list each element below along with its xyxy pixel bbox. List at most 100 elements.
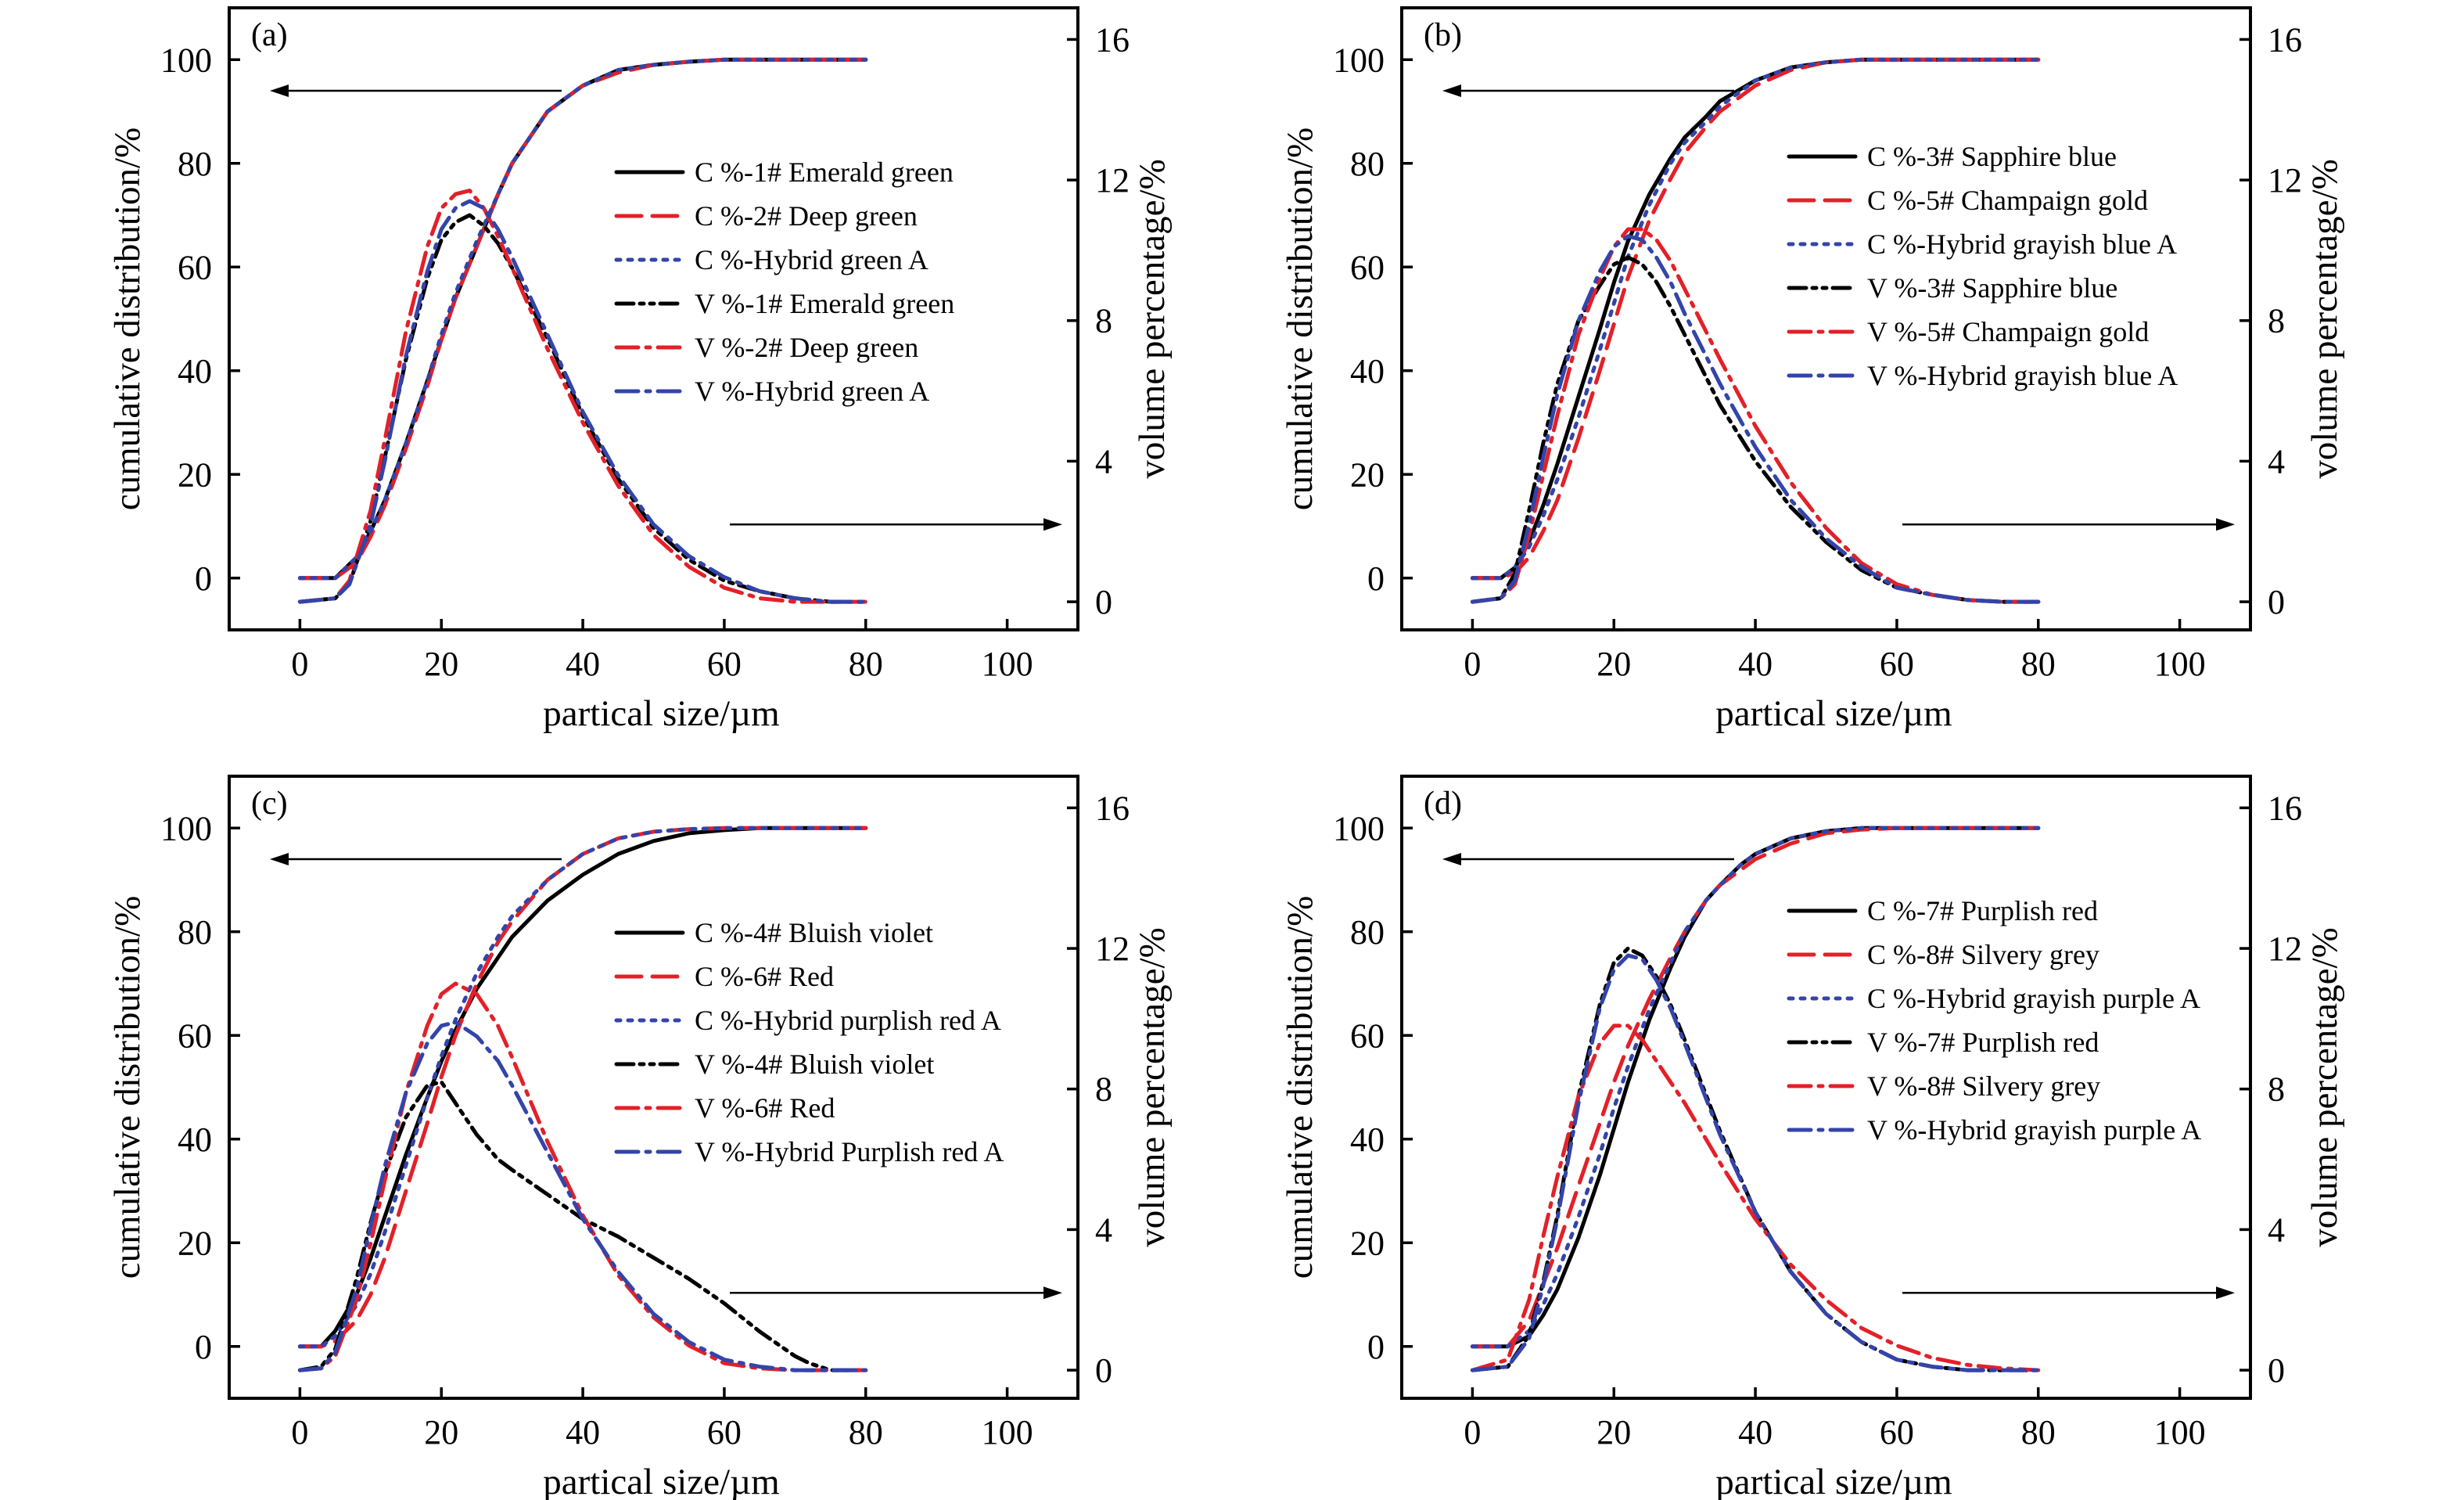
- series-line-3: [1470, 826, 2041, 1349]
- y-right-tick-label: 16: [1095, 789, 1130, 827]
- series-line-6: [1470, 234, 2041, 604]
- y-left-tick-label: 80: [178, 145, 212, 183]
- x-axis-title: partical size/µm: [1715, 693, 1952, 734]
- legend-label: C %-3# Sapphire blue: [1867, 141, 2117, 172]
- series-line-5: [1470, 227, 2041, 604]
- series-line-6: [1470, 953, 2041, 1372]
- legend-label: V %-2# Deep green: [695, 332, 918, 363]
- panel-label: (c): [251, 786, 288, 822]
- y-left-tick-label: 100: [1333, 41, 1385, 79]
- y-right-tick-label: 0: [2268, 583, 2285, 621]
- legend-label: C %-2# Deep green: [695, 200, 918, 232]
- x-tick-label: 40: [566, 645, 600, 683]
- y-right-tick-label: 16: [1095, 20, 1130, 59]
- x-tick-label: 80: [849, 645, 883, 683]
- x-tick-label: 100: [2154, 645, 2206, 683]
- legend-label: V %-Hybrid Purplish red A: [695, 1136, 1004, 1167]
- y-right-tick-label: 0: [2268, 1351, 2285, 1390]
- panel-label: (a): [251, 17, 288, 53]
- legend-label: C %-Hybrid purplish red A: [695, 1005, 1001, 1036]
- y-right-tick-label: 0: [1095, 1351, 1112, 1390]
- y-left-tick-label: 60: [1350, 1016, 1385, 1055]
- legend-label: V %-Hybrid grayish blue A: [1867, 360, 2178, 391]
- y-right-tick-label: 12: [1095, 930, 1130, 968]
- plot-frame: [1400, 775, 2252, 1400]
- y-left-tick-label: 40: [1350, 1121, 1385, 1159]
- x-tick-label: 100: [2154, 1413, 2206, 1451]
- series-line-3: [297, 57, 868, 581]
- legend-label: V %-7# Purplish red: [1867, 1027, 2099, 1058]
- series-line-4: [1470, 946, 2041, 1372]
- series-line-6: [297, 1020, 868, 1372]
- y-left-tick-label: 20: [1350, 455, 1385, 494]
- series-line-2: [1470, 826, 2041, 1349]
- legend-label: V %-Hybrid grayish purple A: [1867, 1114, 2201, 1146]
- legend-label: C %-1# Emerald green: [695, 156, 954, 188]
- right-arrow-head: [2216, 518, 2235, 531]
- legend-label: C %-8# Silvery grey: [1867, 939, 2099, 970]
- x-tick-label: 20: [424, 645, 458, 683]
- left-arrow-head: [1442, 85, 1461, 97]
- y-left-tick-label: 80: [1350, 145, 1385, 183]
- x-tick-label: 0: [1464, 645, 1481, 683]
- right-arrow-head: [2216, 1286, 2235, 1300]
- y-right-tick-label: 8: [1095, 1070, 1112, 1109]
- y-left-tick-label: 60: [1350, 248, 1385, 286]
- chart-panel-2: 0 20 40 60 80 100 0 20 40 60 80 100 0 4 8 12 16 partical …: [1280, 6, 2345, 734]
- y-right-tick-label: 4: [2268, 1210, 2285, 1249]
- panel-label: (d): [1424, 786, 1462, 822]
- x-tick-label: 20: [424, 1413, 458, 1451]
- y-left-tick-label: 20: [178, 455, 212, 494]
- x-tick-label: 0: [291, 645, 308, 683]
- legend-label: C %-6# Red: [695, 961, 834, 992]
- plot-frame: [228, 775, 1079, 1400]
- series-line-2: [297, 826, 868, 1349]
- left-arrow-head: [1442, 853, 1461, 865]
- right-arrow-head: [1043, 1286, 1062, 1300]
- y-right-tick-label: 0: [1095, 583, 1112, 621]
- x-tick-label: 100: [982, 645, 1033, 683]
- y-left-axis-title: cumulative distribution/%: [107, 128, 148, 511]
- series-line-3: [297, 826, 868, 1349]
- legend-label: C %-5# Champaign gold: [1867, 185, 2148, 216]
- series-line-5: [297, 189, 868, 604]
- y-right-axis-title: volume percentage/%: [1132, 159, 1173, 478]
- y-right-tick-label: 4: [1095, 1210, 1112, 1249]
- y-left-tick-label: 40: [178, 352, 212, 390]
- y-right-tick-label: 8: [2268, 1070, 2285, 1109]
- x-tick-label: 40: [566, 1413, 600, 1451]
- legend-label: C %-Hybrid grayish purple A: [1867, 983, 2200, 1014]
- x-tick-label: 60: [1880, 1413, 1914, 1451]
- series-line-3: [1470, 57, 2041, 581]
- y-right-tick-label: 12: [2268, 161, 2302, 200]
- x-tick-label: 0: [1464, 1413, 1481, 1451]
- x-axis-title: partical size/µm: [543, 1462, 779, 1500]
- legend-label: V %-1# Emerald green: [695, 288, 954, 319]
- y-right-tick-label: 8: [2268, 302, 2285, 340]
- x-tick-label: 80: [2021, 1413, 2056, 1451]
- chart-panel-1: 0 20 40 60 80 100 0 20 40 60 80 100 0 4 8 12 16 partical …: [107, 6, 1173, 734]
- plot-frame: [1400, 6, 2252, 631]
- y-right-axis-title: volume percentage/%: [2304, 927, 2345, 1246]
- series-line-6: [297, 199, 868, 604]
- y-left-tick-label: 0: [195, 559, 212, 598]
- panel-label: (b): [1424, 17, 1462, 53]
- series-line-4: [297, 1080, 868, 1372]
- chart-panel-4: 0 20 40 60 80 100 0 20 40 60 80 100 0 4 8 12 16 partical …: [1280, 775, 2345, 1500]
- y-left-tick-label: 80: [178, 913, 212, 951]
- legend-label: C %-Hybrid green A: [695, 244, 928, 275]
- y-right-tick-label: 16: [2268, 20, 2302, 59]
- y-right-axis-title: volume percentage/%: [1132, 927, 1173, 1246]
- left-arrow-head: [270, 85, 289, 97]
- x-axis-title: partical size/µm: [543, 693, 779, 734]
- y-left-tick-label: 0: [1367, 1328, 1385, 1366]
- y-left-axis-title: cumulative distribution/%: [1280, 128, 1320, 511]
- x-tick-label: 80: [849, 1413, 883, 1451]
- y-right-tick-label: 4: [2268, 442, 2285, 480]
- x-tick-label: 60: [707, 1413, 742, 1451]
- y-left-tick-label: 60: [178, 248, 212, 286]
- x-tick-label: 40: [1738, 645, 1773, 683]
- legend-label: C %-7# Purplish red: [1867, 895, 2098, 926]
- x-tick-label: 100: [982, 1413, 1033, 1451]
